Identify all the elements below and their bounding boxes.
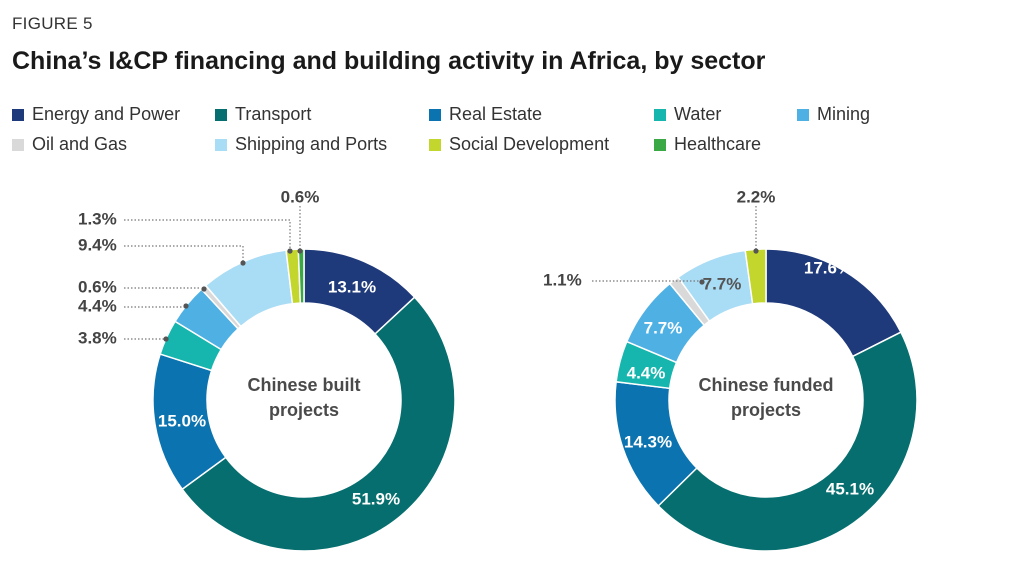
legend: Energy and Power Transport Real Estate W… (12, 104, 1012, 164)
data-label: 14.3% (624, 432, 672, 451)
legend-label: Healthcare (674, 134, 762, 154)
data-label: 2.2% (737, 187, 776, 206)
legend-swatch (654, 108, 666, 121)
data-label: 0.6% (78, 277, 117, 296)
donut-center-label: Chinese funded (698, 375, 833, 395)
legend-label: Mining (817, 104, 871, 124)
data-label: 15.0% (158, 411, 206, 430)
chart-title: China’s I&CP financing and building acti… (12, 47, 766, 75)
data-label: 1.1% (543, 270, 582, 289)
donut-center-label: projects (269, 400, 339, 420)
data-label: 7.7% (644, 318, 683, 337)
callout-dot (183, 303, 189, 309)
legend-item-transport: Transport (215, 104, 311, 125)
callout-dot (240, 260, 246, 266)
legend-swatch (654, 138, 666, 151)
data-label: 4.4% (78, 296, 117, 315)
legend-label: Energy and Power (32, 104, 181, 124)
legend-item-social-development: Social Development (429, 134, 609, 155)
data-label: 13.1% (328, 277, 376, 296)
legend-item-mining: Mining (797, 104, 870, 125)
data-label: 4.4% (627, 363, 666, 382)
callout-line (124, 245, 244, 262)
legend-swatch (12, 108, 24, 121)
data-label: 0.6% (281, 187, 320, 206)
data-label: 9.4% (78, 235, 117, 254)
legend-swatch (429, 138, 441, 151)
callout-dot (699, 279, 705, 285)
legend-swatch (215, 108, 227, 121)
data-label: 3.8% (78, 328, 117, 347)
data-label: 45.1% (826, 479, 874, 498)
legend-label: Water (674, 104, 722, 124)
figure-label: FIGURE 5 (12, 14, 93, 33)
legend-item-real-estate: Real Estate (429, 104, 542, 125)
data-label: 51.9% (352, 489, 400, 508)
legend-label: Transport (235, 104, 312, 124)
legend-swatch (215, 138, 227, 151)
legend-swatch (429, 108, 441, 121)
legend-swatch (797, 108, 809, 121)
callout-dot (753, 248, 759, 254)
data-label: 17.6% (804, 258, 852, 277)
legend-label: Real Estate (449, 104, 543, 124)
data-label: 1.3% (78, 209, 117, 228)
legend-label: Oil and Gas (32, 134, 128, 154)
donut-center-label: projects (731, 400, 801, 420)
callout-dot (163, 336, 169, 342)
legend-item-water: Water (654, 104, 721, 125)
legend-label: Shipping and Ports (235, 134, 388, 154)
callout-dot (287, 248, 293, 254)
legend-swatch (12, 138, 24, 151)
legend-item-oil-and-gas: Oil and Gas (12, 134, 127, 155)
legend-item-energy-and-power: Energy and Power (12, 104, 180, 125)
callout-line (124, 219, 291, 250)
donut-chart-2: 17.6% 45.1% 14.3% 4.4% 7.7% 1.1% 7.7% 2.2% Chine… (543, 187, 918, 552)
donut-center-label: Chinese built (247, 375, 360, 395)
callout-dot (201, 286, 207, 292)
data-label: 7.7% (703, 274, 742, 293)
legend-label: Social Development (449, 134, 610, 154)
legend-item-healthcare: Healthcare (654, 134, 761, 155)
slice-transport (657, 331, 918, 552)
donut-chart-1: 13.1%51.9%15.0%3.8%4.4%0.6%9.4%1.3%0.6%C… (78, 187, 456, 552)
slice-transport (181, 296, 456, 552)
callout-dot (297, 248, 303, 254)
legend-item-shipping-and-ports: Shipping and Ports (215, 134, 387, 155)
slice-social-development (744, 248, 767, 305)
